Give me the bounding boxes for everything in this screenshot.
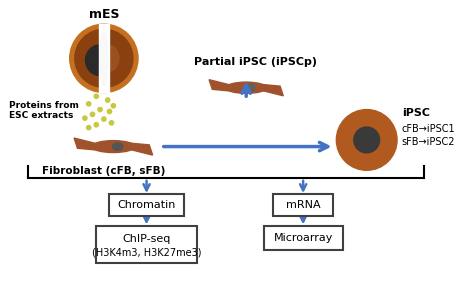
Ellipse shape bbox=[100, 31, 108, 86]
Ellipse shape bbox=[87, 125, 91, 130]
Text: iPSC: iPSC bbox=[402, 108, 430, 118]
Text: sFB→iPSC2: sFB→iPSC2 bbox=[402, 137, 455, 147]
Polygon shape bbox=[129, 143, 153, 155]
Ellipse shape bbox=[70, 24, 138, 93]
Ellipse shape bbox=[94, 94, 99, 98]
Ellipse shape bbox=[98, 108, 102, 112]
Text: cFB→iPSC1: cFB→iPSC1 bbox=[402, 124, 456, 134]
Ellipse shape bbox=[109, 121, 113, 125]
Bar bbox=[99, 24, 109, 93]
FancyBboxPatch shape bbox=[109, 195, 184, 216]
Polygon shape bbox=[209, 80, 232, 91]
Ellipse shape bbox=[92, 141, 135, 153]
Ellipse shape bbox=[86, 45, 114, 76]
FancyBboxPatch shape bbox=[264, 226, 343, 250]
Ellipse shape bbox=[87, 102, 91, 106]
Text: mES: mES bbox=[88, 8, 119, 21]
Ellipse shape bbox=[100, 45, 119, 71]
Ellipse shape bbox=[83, 116, 87, 120]
FancyBboxPatch shape bbox=[96, 226, 197, 263]
Text: Chromatin: Chromatin bbox=[118, 200, 176, 210]
Ellipse shape bbox=[107, 109, 112, 114]
Text: mRNA: mRNA bbox=[286, 200, 320, 210]
FancyBboxPatch shape bbox=[273, 195, 333, 216]
Text: Partial iPSC (iPSCp): Partial iPSC (iPSCp) bbox=[194, 57, 317, 67]
Text: Fibroblast (cFB, sFB): Fibroblast (cFB, sFB) bbox=[42, 166, 166, 176]
Text: Microarray: Microarray bbox=[274, 233, 333, 243]
Ellipse shape bbox=[336, 110, 397, 170]
Text: ChIP-seq: ChIP-seq bbox=[122, 234, 171, 243]
Ellipse shape bbox=[111, 104, 115, 108]
Ellipse shape bbox=[354, 127, 380, 153]
Ellipse shape bbox=[245, 84, 255, 91]
Ellipse shape bbox=[90, 112, 94, 116]
Ellipse shape bbox=[102, 117, 106, 121]
Ellipse shape bbox=[113, 143, 123, 150]
Polygon shape bbox=[261, 84, 283, 96]
Polygon shape bbox=[74, 138, 98, 150]
Text: Proteins from
ESC extracts: Proteins from ESC extracts bbox=[9, 101, 79, 120]
Ellipse shape bbox=[106, 98, 110, 102]
Text: (H3K4m3, H3K27me3): (H3K4m3, H3K27me3) bbox=[92, 248, 201, 258]
Ellipse shape bbox=[75, 29, 133, 87]
Ellipse shape bbox=[94, 122, 99, 127]
Ellipse shape bbox=[226, 82, 266, 93]
